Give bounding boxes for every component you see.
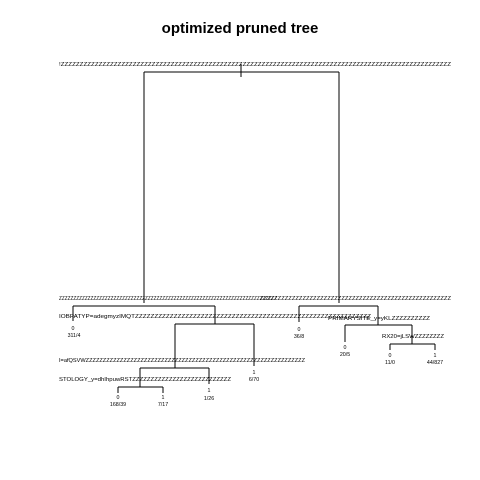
leaf-node: 0 11/0 xyxy=(385,353,395,366)
mid-split-label: IOBPATYP=adegmyzIMQTZZZZZZZZZZZZZZZZZZZZ… xyxy=(59,314,372,320)
sub-split-label: I=afQSVWZZZZZZZZZZZZZZZZZZZZZZZZZZZZZZZZ… xyxy=(59,358,306,364)
leaf-counts: 7/17 xyxy=(158,402,168,408)
right-sub-split-label: PRIMARYSITE_y=yKLZZZZZZZZZZ xyxy=(328,316,431,322)
leaf-class: 0 xyxy=(117,395,120,401)
leaf-counts: 168/39 xyxy=(110,402,126,408)
leaf-class: 0 xyxy=(344,345,347,351)
leaf-class: 1 xyxy=(253,370,256,376)
leaf-node: 1 7/17 xyxy=(158,395,168,408)
leaf-node: 1 44/827 xyxy=(427,353,443,366)
rx-split-label: RX20=jLSWZZZZZZZZ xyxy=(382,334,445,340)
leaf-node: 0 20/5 xyxy=(340,345,350,358)
leaf-class: 1 xyxy=(162,395,165,401)
leaf-counts: 1/26 xyxy=(204,396,214,402)
leaf-counts: 44/827 xyxy=(427,360,443,366)
leaf-node: 1 6/70 xyxy=(249,370,259,383)
root-split-label: !ZZZZZZZZZZZZZZZZZZZZZZZZZZZZZZZZZZZZZZZ… xyxy=(59,62,452,68)
leaf-class: 1 xyxy=(208,388,211,394)
leaf-node: 0 36/8 xyxy=(294,327,304,340)
leaf-counts: 20/5 xyxy=(340,352,350,358)
left-split-label: ZZZZZZZZZZZZZZZZZZZZZZZZZZZZZZZZZZZZZZZZ… xyxy=(59,296,278,302)
leaf-node: 0 168/39 xyxy=(110,395,126,408)
histology-split-label: STOLOGY_y=dhIhpuwRSTZZZZZZZZZZZZZZZZZZZZ… xyxy=(59,377,232,383)
leaf-counts: 11/0 xyxy=(385,360,395,366)
leaf-counts: 36/8 xyxy=(294,334,304,340)
leaf-node: 0 311/4 xyxy=(68,326,81,339)
page-title: optimized pruned tree xyxy=(161,20,319,37)
leaf-class: 0 xyxy=(298,327,301,333)
leaf-class: 0 xyxy=(389,353,392,359)
right-split-label: ZZZZZZZZZZZZZZZZZZZZZZZZZZZZZZZZZZZZZZZZ… xyxy=(260,296,452,302)
leaf-node: 1 1/26 xyxy=(204,388,214,402)
leaf-class: 0 xyxy=(72,326,75,332)
leaf-class: 1 xyxy=(434,353,437,359)
leaf-counts: 311/4 xyxy=(68,333,81,339)
leaf-counts: 6/70 xyxy=(249,377,259,383)
